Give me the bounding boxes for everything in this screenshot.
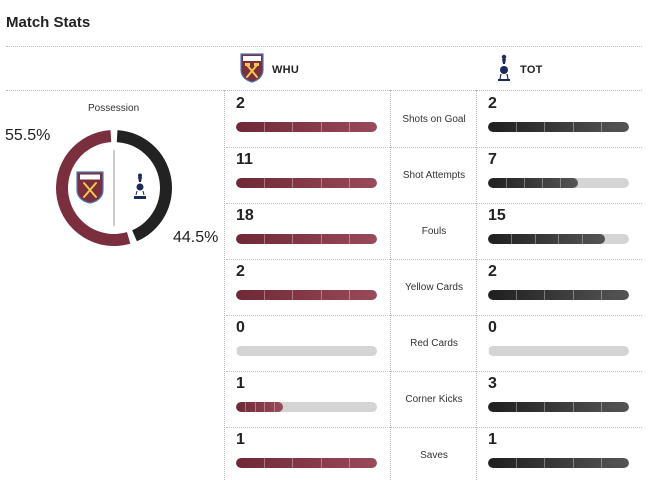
home-stat-value: 0 (236, 319, 245, 336)
away-stat-value: 2 (488, 95, 497, 112)
away-team-header: TOT (496, 54, 543, 86)
possession-donut-chart (55, 130, 172, 246)
away-stat-bar (488, 402, 629, 412)
home-stat-bar-fill (236, 178, 377, 188)
home-stat-bar (236, 402, 377, 412)
away-stat-bar (488, 458, 629, 468)
west-ham-crest-icon (76, 171, 104, 204)
away-stat-value: 3 (488, 375, 497, 392)
stat-label: Yellow Cards (405, 281, 463, 293)
stat-label: Fouls (421, 225, 447, 237)
home-stat-bar (236, 178, 377, 188)
column-divider (224, 90, 225, 480)
row-divider (226, 147, 642, 148)
home-stat-bar (236, 458, 377, 468)
away-stat-bar-fill (488, 402, 629, 412)
home-stat-value: 2 (236, 95, 245, 112)
stat-row: 1 Saves 1 (226, 427, 642, 480)
away-team-abbr: TOT (520, 64, 543, 76)
away-stat-bar (488, 346, 629, 356)
away-stat-bar (488, 234, 629, 244)
possession-label: Possession (88, 103, 140, 114)
home-stat-bar-fill (236, 234, 377, 244)
stat-row: 11 Shot Attempts 7 (226, 147, 642, 203)
away-stat-bar (488, 178, 629, 188)
row-divider (226, 371, 642, 372)
home-stat-bar-fill (236, 402, 283, 412)
away-stat-value: 1 (488, 431, 497, 448)
home-stat-bar (236, 234, 377, 244)
home-stat-value: 1 (236, 375, 245, 392)
home-team-abbr: WHU (272, 64, 300, 76)
row-divider (226, 259, 642, 260)
away-stat-value: 15 (488, 207, 506, 224)
home-stat-value: 2 (236, 263, 245, 280)
row-divider (226, 203, 642, 204)
home-stat-value: 11 (236, 151, 253, 168)
stat-row: 0 Red Cards 0 (226, 315, 642, 371)
home-possession-value: 55.5% (5, 127, 51, 144)
tottenham-crest-icon (496, 53, 512, 88)
home-team-header: WHU (240, 52, 300, 88)
away-stat-bar-fill (488, 122, 629, 132)
stat-label: Corner Kicks (405, 393, 463, 405)
home-stat-bar-fill (236, 122, 377, 132)
column-divider (476, 90, 477, 480)
away-stat-bar (488, 290, 629, 300)
stat-row: 2 Shots on Goal 2 (226, 91, 642, 147)
home-stat-bar (236, 122, 377, 132)
column-divider (390, 90, 391, 480)
stat-label: Red Cards (410, 337, 458, 349)
home-stat-bar (236, 346, 377, 356)
row-divider (226, 315, 642, 316)
tottenham-crest-icon (134, 173, 146, 199)
away-stat-bar-fill (488, 178, 578, 188)
page-title: Match Stats (6, 14, 91, 31)
home-stat-value: 18 (236, 207, 254, 224)
stat-row: 1 Corner Kicks 3 (226, 371, 642, 427)
away-stat-bar-fill (488, 458, 629, 468)
home-stat-bar-fill (236, 458, 377, 468)
stat-label: Shot Attempts (402, 169, 466, 181)
stat-row: 18 Fouls 15 (226, 203, 642, 259)
divider (6, 46, 642, 47)
away-stat-value: 2 (488, 263, 497, 280)
home-stat-bar-fill (236, 290, 377, 300)
away-stat-bar (488, 122, 629, 132)
home-stat-bar (236, 290, 377, 300)
stat-row: 2 Yellow Cards 2 (226, 259, 642, 315)
away-stat-bar-fill (488, 234, 606, 244)
stat-label: Shots on Goal (402, 113, 466, 125)
away-possession-arc (116, 130, 172, 242)
west-ham-crest-icon (240, 52, 264, 88)
away-stat-value: 0 (488, 319, 497, 336)
home-possession-arc (55, 130, 131, 246)
away-possession-value: 44.5% (173, 229, 219, 246)
divider (6, 90, 642, 91)
away-stat-bar-fill (488, 290, 629, 300)
away-stat-value: 7 (488, 151, 497, 168)
row-divider (226, 427, 642, 428)
home-stat-value: 1 (236, 431, 245, 448)
stat-label: Saves (420, 449, 448, 461)
